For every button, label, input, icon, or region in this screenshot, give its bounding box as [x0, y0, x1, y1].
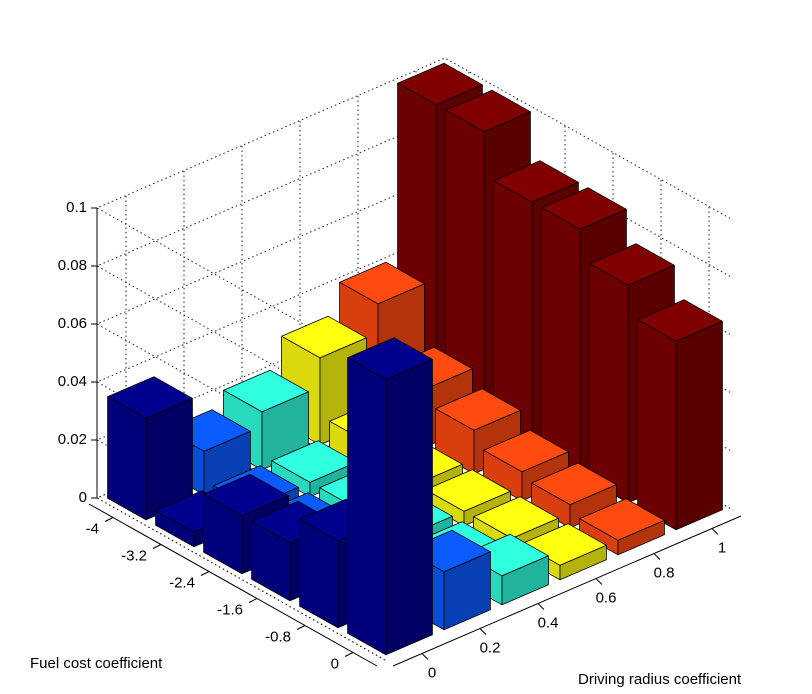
bar-face-top	[339, 261, 425, 305]
bar-face-top	[203, 473, 289, 517]
y-tick	[537, 603, 545, 610]
z-tick-label: 0.08	[58, 257, 87, 274]
x-tick-label: 0	[331, 655, 339, 672]
x-tick-label: -4	[86, 520, 99, 537]
bar-face-top	[107, 376, 193, 419]
y-tick-label: 1	[718, 539, 726, 556]
bar-face-top	[493, 160, 579, 203]
x-axis-title: Fuel cost coefficient	[30, 655, 163, 672]
bar-face-left	[589, 263, 629, 504]
z-tick-label: 0.02	[58, 431, 87, 448]
bar-face-right	[675, 320, 723, 531]
y-tick-label: 0	[428, 664, 436, 681]
z-tick-label: 0.1	[66, 199, 87, 216]
x-tick	[200, 571, 210, 576]
z-tick-label: 0.04	[58, 373, 87, 390]
bar-face-top	[541, 187, 627, 230]
bar	[425, 469, 511, 527]
x-axis	[88, 503, 378, 667]
y-tick	[711, 528, 719, 535]
bar-face-top	[483, 429, 569, 473]
y-tick	[479, 628, 487, 635]
x-tick	[296, 625, 306, 630]
bar	[637, 299, 723, 531]
bar	[347, 337, 433, 656]
y-tick-label: 0.2	[480, 639, 501, 656]
x-tick	[104, 517, 114, 522]
bar-face-top	[425, 469, 511, 512]
bar-face-top	[223, 369, 309, 413]
y-tick	[421, 653, 429, 660]
y-axis	[392, 515, 742, 667]
y-tick-label: 0.6	[596, 589, 617, 606]
bar-face-top	[637, 299, 723, 342]
y-tick-label: 0.4	[538, 614, 559, 631]
x-tick	[344, 652, 354, 657]
bar-face-top	[347, 337, 433, 380]
y-tick-label: 0.8	[654, 564, 675, 581]
bar-face-top	[579, 498, 665, 541]
bar-face-top	[397, 62, 483, 106]
bar	[579, 498, 665, 556]
bar-face-top	[589, 243, 675, 286]
x-tick	[248, 598, 258, 603]
y-axis-title: Driving radius coefficient	[578, 671, 742, 688]
x-tick-label: -3.2	[121, 547, 147, 564]
bar-face-top	[435, 388, 521, 431]
bar-face-top	[445, 89, 531, 133]
y-tick	[595, 578, 603, 585]
x-tick-label: -1.6	[217, 601, 243, 618]
bar-face-top	[281, 315, 367, 359]
x-tick-label: -2.4	[169, 574, 195, 591]
x-tick-label: -0.8	[265, 628, 291, 645]
bar-face-left	[541, 207, 581, 477]
y-tick	[653, 553, 661, 560]
z-tick-label: 0.06	[58, 315, 87, 332]
bar-face-left	[637, 319, 677, 531]
z-tick-label: 0	[79, 489, 87, 506]
bar-face-top	[531, 462, 617, 506]
bar-face-top	[473, 496, 559, 539]
bar-face-left	[347, 357, 387, 656]
bar	[531, 462, 617, 529]
bar-face-right	[385, 358, 433, 656]
bar	[107, 376, 193, 521]
x-tick	[152, 544, 162, 549]
